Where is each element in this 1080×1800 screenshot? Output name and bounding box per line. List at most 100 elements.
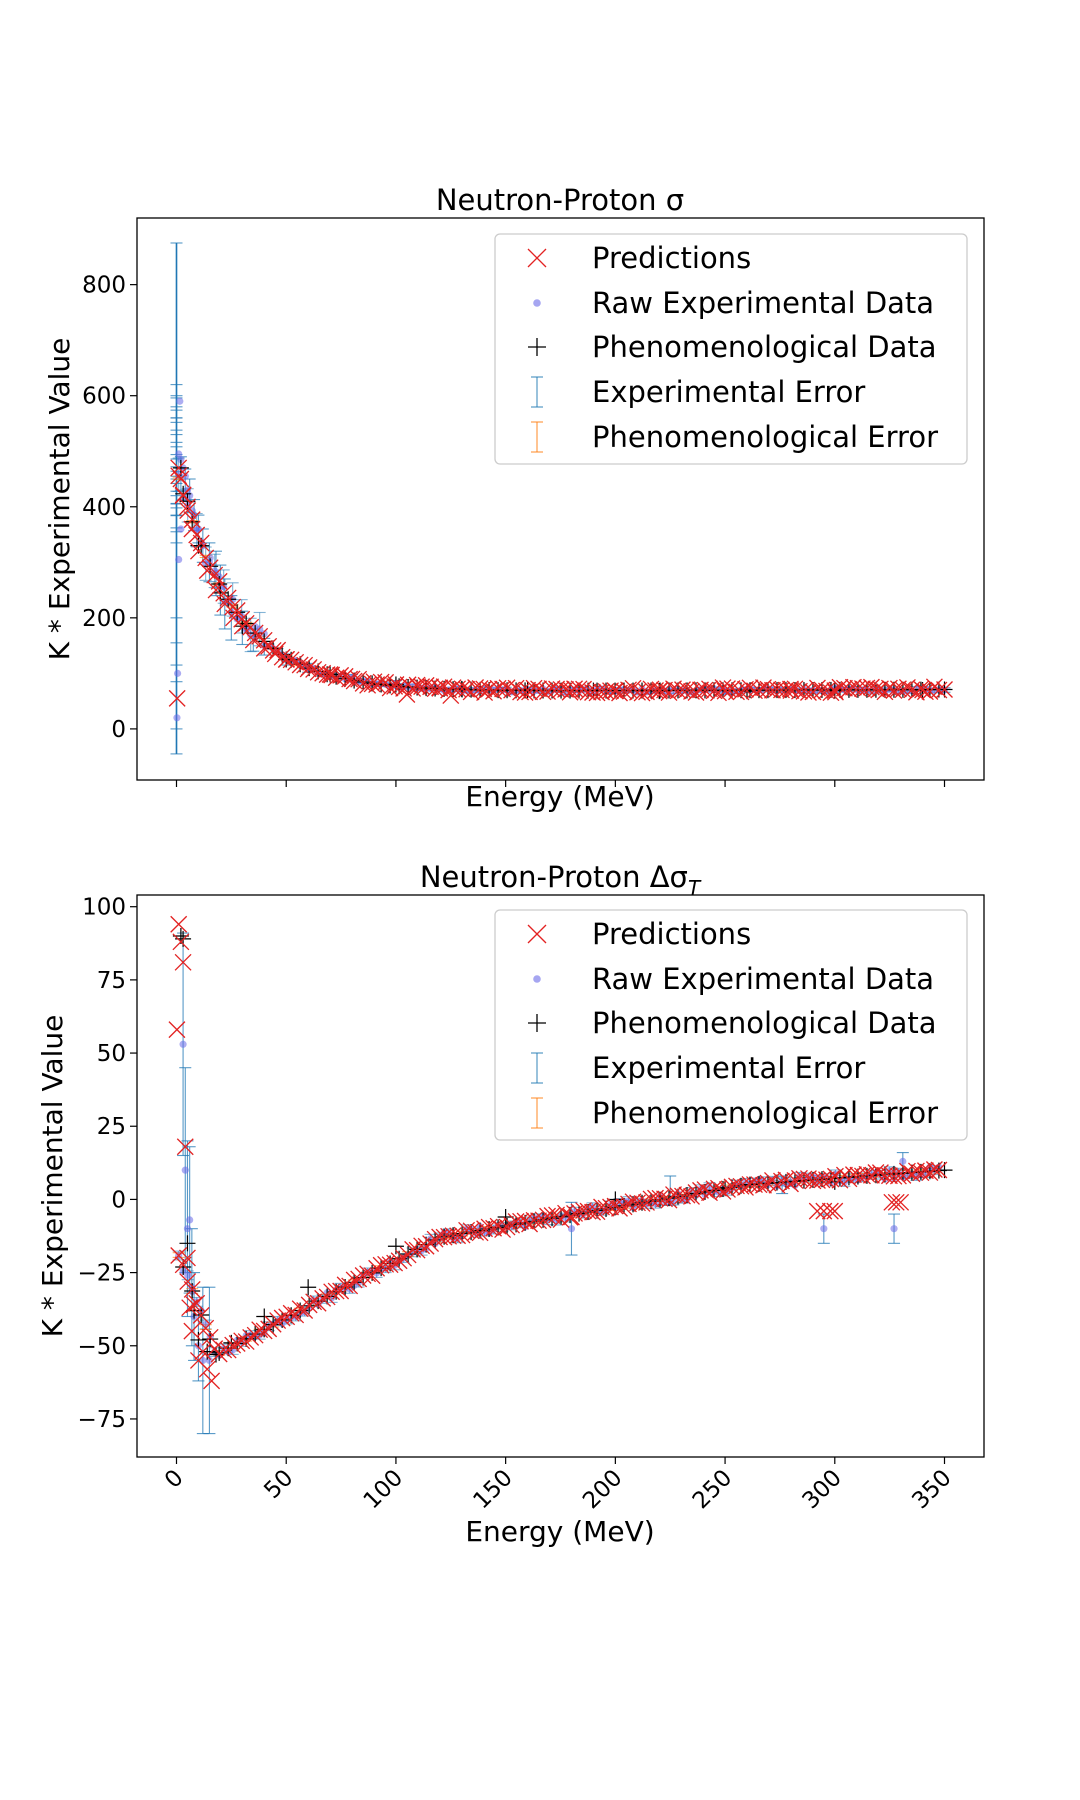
prediction-point bbox=[593, 1198, 610, 1216]
legend-marker-raw bbox=[533, 299, 541, 307]
raw-data-point bbox=[820, 1225, 828, 1233]
prediction-point bbox=[194, 1343, 212, 1361]
prediction-point bbox=[449, 1227, 467, 1245]
prediction-point bbox=[287, 653, 305, 671]
prediction-point bbox=[732, 683, 750, 701]
prediction-point bbox=[741, 1175, 759, 1193]
prediction-point bbox=[314, 1289, 332, 1307]
prediction-point bbox=[826, 682, 844, 700]
prediction-point bbox=[277, 651, 295, 668]
prediction-point bbox=[773, 1172, 790, 1190]
prediction-point bbox=[183, 1280, 201, 1298]
prediction-point bbox=[386, 1254, 404, 1272]
prediction-point bbox=[404, 1240, 422, 1258]
legend-label-phenom-error: Phenomenological Error bbox=[592, 1096, 938, 1130]
prediction-point bbox=[880, 679, 898, 697]
prediction-point bbox=[475, 680, 493, 698]
prediction-point bbox=[570, 680, 588, 698]
prediction-point bbox=[255, 639, 273, 657]
prediction-point bbox=[790, 1169, 808, 1187]
prediction-point bbox=[179, 1249, 196, 1267]
axes-frame bbox=[136, 894, 985, 1458]
legend-label-raw: Raw Experimental Data bbox=[592, 962, 934, 996]
raw-data-point bbox=[179, 1040, 187, 1048]
prediction-point bbox=[215, 1341, 233, 1359]
prediction-point bbox=[170, 467, 188, 485]
prediction-point bbox=[172, 933, 190, 951]
prediction-point bbox=[907, 1162, 925, 1180]
prediction-point bbox=[219, 589, 237, 607]
raw-data-point bbox=[899, 1157, 907, 1165]
legend-marker-exp-error bbox=[531, 376, 543, 408]
raw-data-point bbox=[176, 397, 184, 405]
raw-data-point bbox=[567, 1225, 576, 1233]
prediction-point bbox=[633, 1194, 651, 1212]
prediction-point bbox=[498, 1218, 516, 1236]
prediction-point bbox=[417, 1237, 435, 1255]
prediction-point bbox=[898, 1162, 916, 1180]
prediction-point bbox=[453, 680, 471, 698]
prediction-point bbox=[862, 1166, 880, 1184]
prediction-point bbox=[381, 1256, 399, 1274]
prediction-point bbox=[305, 1293, 323, 1311]
prediction-point bbox=[387, 676, 405, 693]
prediction-point bbox=[723, 680, 741, 698]
phenom-data-point bbox=[212, 584, 229, 601]
prediction-point bbox=[746, 1176, 763, 1194]
prediction-point bbox=[606, 682, 624, 700]
prediction-point bbox=[345, 1271, 363, 1289]
raw-data-point bbox=[177, 455, 185, 464]
prediction-point bbox=[714, 1182, 732, 1200]
y-tick-label: −50 bbox=[77, 1334, 126, 1360]
raw-data-point bbox=[173, 669, 182, 677]
prediction-point bbox=[372, 673, 390, 691]
prediction-point bbox=[246, 624, 264, 642]
y-tick-label: 50 bbox=[97, 1041, 126, 1067]
plot-area bbox=[168, 915, 953, 1435]
prediction-point bbox=[867, 680, 885, 698]
prediction-point bbox=[467, 1223, 485, 1241]
prediction-point bbox=[183, 511, 201, 529]
prediction-point bbox=[650, 682, 668, 700]
phenom-data-point bbox=[175, 485, 192, 502]
prediction-point bbox=[925, 678, 943, 696]
prediction-point bbox=[898, 678, 916, 696]
y-tick-label: 400 bbox=[82, 495, 126, 521]
prediction-point bbox=[516, 1212, 534, 1230]
prediction-point bbox=[633, 684, 651, 702]
prediction-point bbox=[210, 572, 228, 590]
y-tick-label: 200 bbox=[82, 606, 126, 632]
prediction-point bbox=[611, 684, 628, 702]
prediction-point bbox=[696, 681, 714, 699]
raw-data-point bbox=[175, 555, 183, 564]
prediction-point bbox=[494, 1221, 512, 1239]
prediction-point bbox=[498, 679, 516, 697]
prediction-point bbox=[548, 680, 566, 698]
phenom-data-point bbox=[184, 513, 201, 530]
prediction-point bbox=[611, 1199, 628, 1217]
legend-label-raw: Raw Experimental Data bbox=[592, 286, 934, 320]
prediction-point bbox=[442, 687, 460, 705]
prediction-point bbox=[198, 562, 216, 580]
prediction-point bbox=[705, 1180, 723, 1198]
raw-data-point bbox=[181, 1166, 189, 1174]
chart-sigma: Neutron-Proton σ 0 200 400 600 800 Energy (M… bbox=[43, 183, 985, 813]
prediction-point bbox=[615, 683, 633, 700]
prediction-point bbox=[880, 1167, 898, 1185]
legend-box bbox=[494, 233, 968, 465]
prediction-point bbox=[168, 1021, 186, 1039]
prediction-point bbox=[176, 1138, 194, 1156]
legend-marker-phenom-error bbox=[531, 1097, 543, 1129]
prediction-point bbox=[409, 678, 427, 696]
phenom-data-point bbox=[795, 1172, 812, 1189]
prediction-point bbox=[678, 1186, 696, 1204]
legend-label-phenom: Phenomenological Data bbox=[592, 330, 937, 364]
prediction-point bbox=[821, 1202, 839, 1220]
legend-marker-predictions bbox=[527, 248, 547, 268]
y-tick-label: 800 bbox=[82, 273, 126, 299]
prediction-point bbox=[368, 1259, 386, 1277]
legend-marker-predictions bbox=[527, 924, 547, 944]
phenom-data-point bbox=[705, 1182, 722, 1199]
prediction-point bbox=[826, 1202, 844, 1220]
